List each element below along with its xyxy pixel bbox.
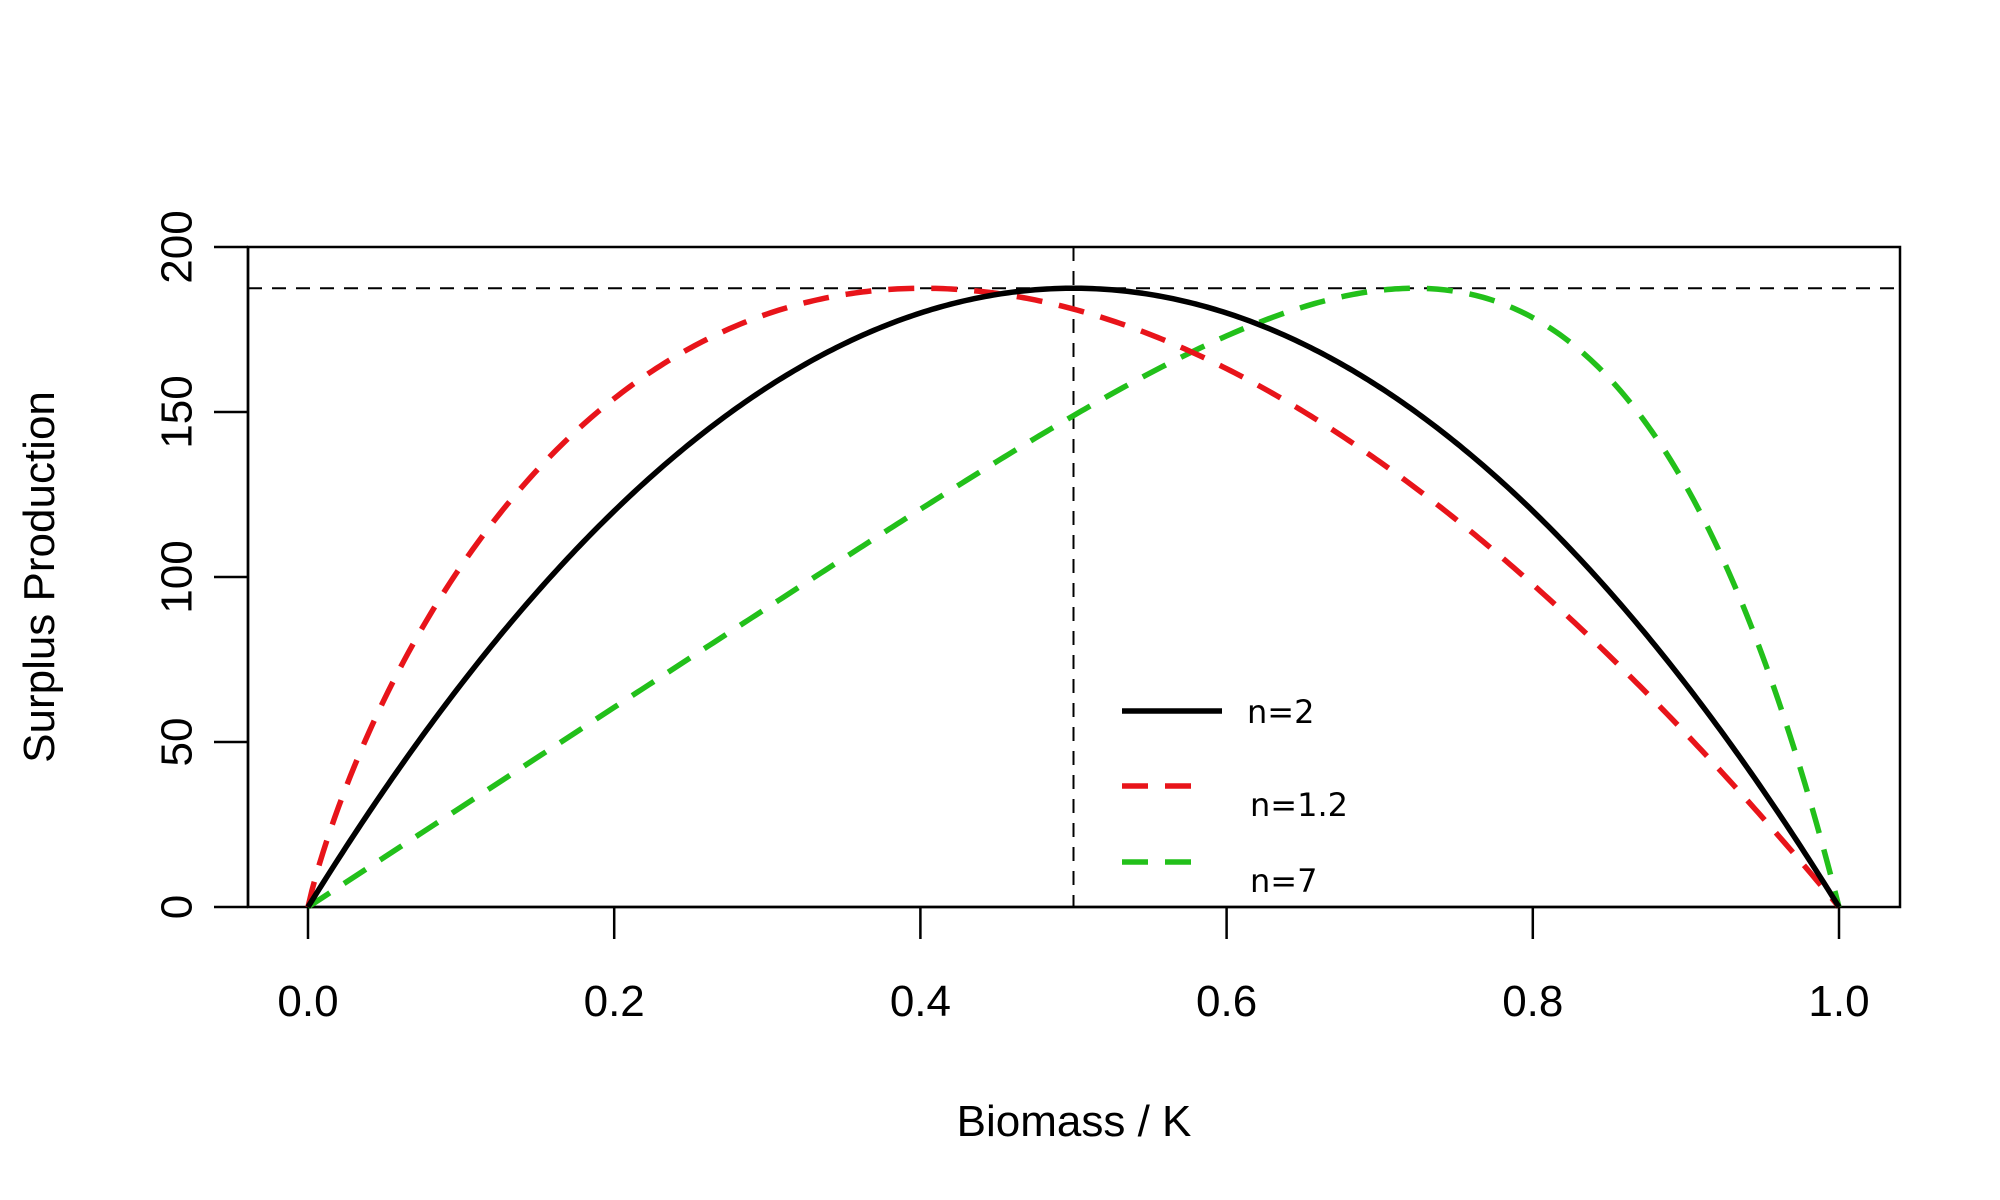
y-tick-label: 200 — [152, 210, 201, 283]
legend-label: n=1.2 — [1250, 786, 1348, 824]
y-tick-label: 150 — [152, 375, 201, 448]
x-axis: 0.0 0.2 0.4 0.6 0.8 1.0 — [277, 905, 1870, 1026]
x-tick-label: 0.6 — [1196, 977, 1257, 1026]
legend-label: n=7 — [1250, 862, 1317, 900]
x-tick-label: 0.0 — [277, 977, 338, 1026]
legend-label: n=2 — [1247, 693, 1314, 731]
y-tick-label: 0 — [152, 895, 201, 919]
series-layer — [305, 285, 1842, 910]
series-line-n=1.2 — [305, 285, 1842, 909]
x-tick-label: 0.8 — [1502, 977, 1563, 1026]
legend: n=2 n=1.2 n=7 — [1122, 693, 1348, 900]
series-line-n=7 — [306, 285, 1842, 910]
x-tick-label: 0.2 — [584, 977, 645, 1026]
y-tick-label: 50 — [152, 718, 201, 767]
x-axis-title: Biomass / K — [957, 1097, 1192, 1146]
y-axis-title: Surplus Production — [15, 391, 64, 763]
series-line-n=2 — [305, 285, 1842, 909]
y-axis: 0 50 100 150 200 — [152, 210, 250, 919]
y-tick-label: 100 — [152, 540, 201, 613]
x-tick-label: 0.4 — [890, 977, 951, 1026]
x-tick-label: 1.0 — [1808, 977, 1869, 1026]
